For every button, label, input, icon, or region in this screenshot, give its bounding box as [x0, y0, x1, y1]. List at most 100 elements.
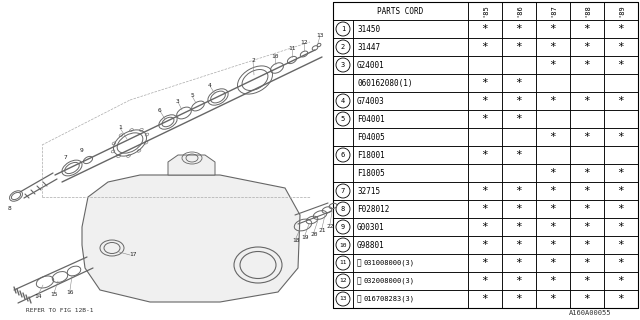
Text: *: *	[618, 186, 625, 196]
Text: *: *	[618, 240, 625, 250]
Bar	[353, 146, 468, 164]
Bar	[604, 2, 638, 20]
Bar	[536, 38, 570, 56]
Text: '87: '87	[550, 4, 556, 17]
Text: 7: 7	[341, 188, 345, 194]
Text: 2: 2	[251, 58, 255, 62]
Bar	[536, 56, 570, 74]
Text: *: *	[618, 132, 625, 142]
Text: *: *	[584, 42, 590, 52]
Bar	[502, 92, 536, 110]
Bar	[570, 182, 604, 200]
Text: *: *	[516, 96, 522, 106]
Text: F028012: F028012	[357, 204, 389, 213]
Text: '89: '89	[618, 4, 624, 17]
Text: 8: 8	[341, 206, 345, 212]
Bar	[333, 20, 353, 38]
Text: '86: '86	[516, 4, 522, 17]
Bar	[502, 38, 536, 56]
Text: 17: 17	[129, 252, 137, 258]
Text: *: *	[482, 186, 488, 196]
Bar	[333, 290, 353, 308]
Text: *: *	[550, 42, 556, 52]
Text: *: *	[618, 42, 625, 52]
Text: *: *	[482, 240, 488, 250]
Text: REFER TO FIG 12B-1: REFER TO FIG 12B-1	[26, 308, 93, 313]
Bar	[333, 2, 638, 308]
Bar	[536, 92, 570, 110]
Bar	[333, 146, 353, 164]
Bar	[502, 164, 536, 182]
Bar	[570, 92, 604, 110]
Text: *: *	[618, 258, 625, 268]
Bar	[604, 38, 638, 56]
Bar	[333, 2, 468, 20]
Text: '88: '88	[584, 4, 590, 17]
Text: 10: 10	[271, 53, 279, 59]
Bar	[536, 2, 570, 20]
Bar	[468, 146, 502, 164]
Text: G24001: G24001	[357, 60, 385, 69]
Text: F04001: F04001	[357, 115, 385, 124]
Text: *: *	[482, 78, 488, 88]
Text: *: *	[482, 150, 488, 160]
Text: *: *	[516, 222, 522, 232]
Bar	[604, 272, 638, 290]
Bar	[604, 74, 638, 92]
Bar	[468, 110, 502, 128]
Bar	[502, 74, 536, 92]
Bar	[570, 254, 604, 272]
Bar	[333, 254, 353, 272]
Text: 4: 4	[341, 98, 345, 104]
Text: 22: 22	[326, 223, 333, 228]
Text: *: *	[550, 24, 556, 34]
Bar	[502, 218, 536, 236]
Bar	[604, 164, 638, 182]
Bar	[333, 200, 353, 218]
Text: *: *	[584, 168, 590, 178]
Text: *: *	[584, 204, 590, 214]
Bar	[536, 254, 570, 272]
Bar	[604, 20, 638, 38]
Text: *: *	[550, 240, 556, 250]
Text: *: *	[550, 168, 556, 178]
Bar	[333, 74, 353, 92]
Text: G74003: G74003	[357, 97, 385, 106]
Bar	[570, 74, 604, 92]
Bar	[353, 20, 468, 38]
Text: *: *	[584, 222, 590, 232]
Bar	[333, 110, 353, 128]
Text: *: *	[516, 204, 522, 214]
Text: 060162080(1): 060162080(1)	[357, 78, 413, 87]
Text: *: *	[516, 240, 522, 250]
Bar	[333, 92, 353, 110]
Text: Ⓑ: Ⓑ	[356, 294, 361, 303]
Text: Ⓦ: Ⓦ	[356, 259, 361, 268]
Bar	[333, 128, 353, 146]
Bar	[353, 56, 468, 74]
Bar	[468, 236, 502, 254]
Bar	[468, 182, 502, 200]
Bar	[468, 74, 502, 92]
Text: *: *	[482, 258, 488, 268]
Bar	[604, 254, 638, 272]
Text: *: *	[482, 294, 488, 304]
Text: 016708283(3): 016708283(3)	[363, 296, 414, 302]
Text: F04005: F04005	[357, 132, 385, 141]
Bar	[502, 2, 536, 20]
Text: *: *	[550, 204, 556, 214]
Text: *: *	[618, 222, 625, 232]
Text: 31450: 31450	[357, 25, 380, 34]
Bar	[353, 254, 468, 272]
Bar	[468, 272, 502, 290]
Text: 2: 2	[341, 44, 345, 50]
Bar	[604, 218, 638, 236]
Bar	[570, 272, 604, 290]
Text: *: *	[550, 294, 556, 304]
Bar	[604, 56, 638, 74]
Bar	[353, 38, 468, 56]
Text: 3: 3	[176, 99, 180, 103]
Bar	[333, 182, 353, 200]
Bar	[333, 218, 353, 236]
Text: F18005: F18005	[357, 169, 385, 178]
